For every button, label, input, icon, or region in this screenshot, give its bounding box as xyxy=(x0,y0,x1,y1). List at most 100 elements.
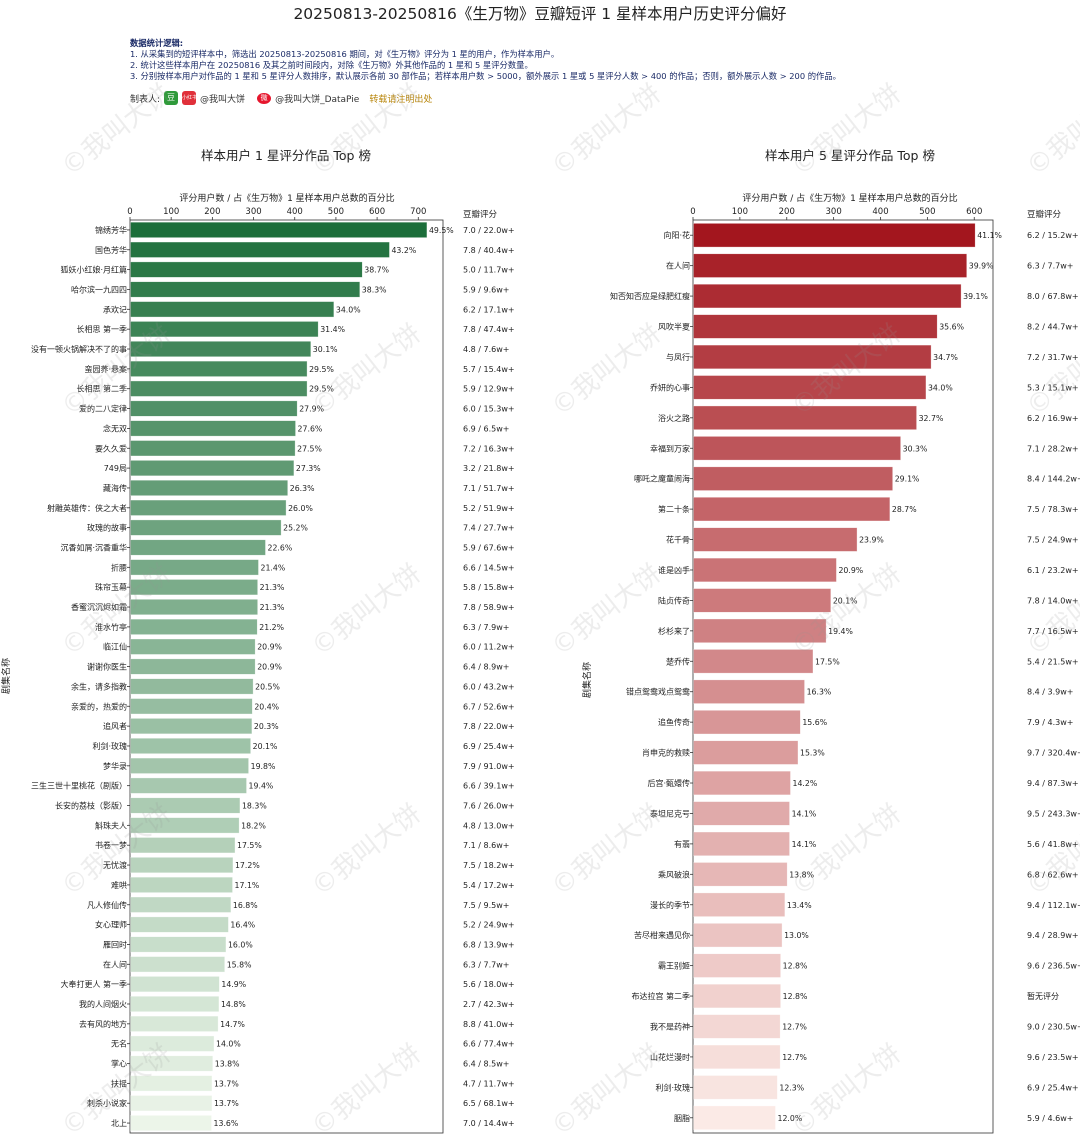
bar xyxy=(130,618,258,635)
percent-label: 30.3% xyxy=(903,444,928,453)
percent-label: 19.4% xyxy=(249,782,274,791)
category-label: 淮水竹亭 xyxy=(95,622,127,632)
category-label: 胭脂 xyxy=(674,1113,690,1123)
bar xyxy=(693,344,932,370)
bar xyxy=(693,223,976,248)
category-label: 珠帘玉幕 xyxy=(95,582,127,592)
douban-score-label: 7.1 / 28.2w+ xyxy=(1027,444,1079,453)
percent-label: 16.0% xyxy=(228,940,253,949)
douban-score-label: 6.9 / 25.4w+ xyxy=(463,742,515,751)
percent-label: 27.5% xyxy=(297,444,322,453)
category-label: 长相思 第一季 xyxy=(76,324,127,334)
bar xyxy=(130,1015,219,1032)
douban-score-label: 5.6 / 18.0w+ xyxy=(463,980,515,989)
percent-label: 20.3% xyxy=(254,722,279,731)
bar xyxy=(693,1075,778,1100)
percent-label: 16.4% xyxy=(230,921,255,930)
percent-label: 28.7% xyxy=(892,505,917,514)
category-label: 女心理师 xyxy=(95,920,127,930)
x-tick-label: 600 xyxy=(966,207,982,217)
bar xyxy=(693,527,858,552)
percent-label: 15.8% xyxy=(227,960,252,969)
bar xyxy=(130,340,312,358)
percent-label: 19.4% xyxy=(828,627,853,636)
bar xyxy=(693,862,788,887)
plot-frame xyxy=(692,219,994,1134)
percent-label: 13.8% xyxy=(215,1060,240,1069)
douban-score-label: 7.7 / 16.5w+ xyxy=(1027,627,1079,636)
weibo-icon: 微 xyxy=(257,92,272,104)
percent-label: 13.6% xyxy=(214,1119,239,1128)
bar xyxy=(693,923,783,948)
bar xyxy=(693,740,799,765)
percent-label: 12.0% xyxy=(778,1114,803,1123)
x-tick-label: 100 xyxy=(732,207,748,217)
category-label: 承欢记 xyxy=(103,304,127,314)
douban-score-label: 9.6 / 236.5w+ xyxy=(1027,962,1080,971)
douban-score-label: 8.8 / 41.0w+ xyxy=(463,1020,515,1029)
bar xyxy=(693,801,790,826)
category-label: 霸王别姬 xyxy=(658,961,690,971)
category-label: 山花烂漫时 xyxy=(650,1052,690,1062)
bar xyxy=(693,679,805,704)
credits: 制表人: 豆 小红书 @我叫大饼 微 @我叫大饼_DataPie 转载请注明出处 xyxy=(130,91,432,105)
douban-score-label: 6.6 / 14.5w+ xyxy=(463,563,515,572)
percent-label: 35.6% xyxy=(939,323,964,332)
percent-label: 20.9% xyxy=(838,566,863,575)
category-label: 第二十条 xyxy=(658,504,690,514)
category-label: 幸福到万家 xyxy=(650,443,690,453)
percent-label: 25.2% xyxy=(283,524,308,533)
bar xyxy=(130,638,256,655)
percent-label: 39.1% xyxy=(963,292,988,301)
douban-score-label: 9.4 / 28.9w+ xyxy=(1027,931,1079,940)
percent-label: 21.3% xyxy=(260,603,285,612)
category-label: 向阳·花 xyxy=(663,230,690,240)
douban-score-label: 7.9 / 4.3w+ xyxy=(1027,718,1073,727)
percent-label: 21.4% xyxy=(260,563,285,572)
percent-label: 26.3% xyxy=(290,484,315,493)
douban-score-label: 4.7 / 11.7w+ xyxy=(463,1079,515,1088)
douban-score-label: 6.5 / 68.1w+ xyxy=(463,1099,515,1108)
category-label: 在人间 xyxy=(666,261,690,271)
douban-score-label: 4.8 / 13.0w+ xyxy=(463,821,515,830)
x-axis-label: 评分用户数 / 占《生万物》1 星样本用户总数的百分比 xyxy=(742,192,957,204)
percent-label: 30.1% xyxy=(313,345,338,354)
percent-label: 34.0% xyxy=(928,383,953,392)
percent-label: 20.9% xyxy=(257,663,282,672)
x-tick-label: 0 xyxy=(690,207,695,217)
bar xyxy=(693,709,801,735)
bar xyxy=(130,1095,213,1112)
bar xyxy=(130,539,266,556)
category-label: 难哄 xyxy=(111,880,127,890)
category-label: 藏海传 xyxy=(103,483,127,493)
douban-score-label: 6.2 / 15.2w+ xyxy=(1027,231,1079,240)
bar xyxy=(130,321,319,338)
douban-score-label: 6.9 / 25.4w+ xyxy=(1027,1083,1079,1092)
percent-label: 19.8% xyxy=(251,762,276,771)
bar xyxy=(130,1055,214,1072)
douban-score-label: 7.2 / 31.7w+ xyxy=(1027,353,1079,362)
douban-score-label: 5.9 / 67.6w+ xyxy=(463,543,515,552)
douban-score-label: 9.4 / 87.3w+ xyxy=(1027,779,1079,788)
percent-label: 17.5% xyxy=(815,657,840,666)
douban-score-label: 7.8 / 22.0w+ xyxy=(463,722,515,731)
percent-label: 32.7% xyxy=(919,414,944,423)
methodology-notes: 数据统计逻辑: 1. 从采集到的短评样本中，筛选出 20250813-20250… xyxy=(130,38,1030,82)
bar xyxy=(130,876,233,893)
category-label: 念无双 xyxy=(103,423,127,433)
category-label: 乔妍的心事 xyxy=(650,382,690,392)
percent-label: 21.2% xyxy=(259,623,284,632)
percent-label: 15.6% xyxy=(802,718,827,727)
percent-label: 21.3% xyxy=(260,583,285,592)
percent-label: 27.3% xyxy=(296,464,321,473)
category-label: 掌心 xyxy=(111,1059,127,1069)
category-label: 谢谢你医生 xyxy=(87,662,127,672)
category-label: 锦绣芳华 xyxy=(95,225,127,235)
bar xyxy=(693,466,893,491)
category-label: 梦华录 xyxy=(103,761,127,771)
x-tick-label: 400 xyxy=(872,207,888,217)
chart-title: 样本用户 5 星评分作品 Top 榜 xyxy=(765,148,935,163)
douban-score-label: 9.6 / 23.5w+ xyxy=(1027,1053,1079,1062)
score-column-header: 豆瓣评分 xyxy=(1027,209,1062,220)
